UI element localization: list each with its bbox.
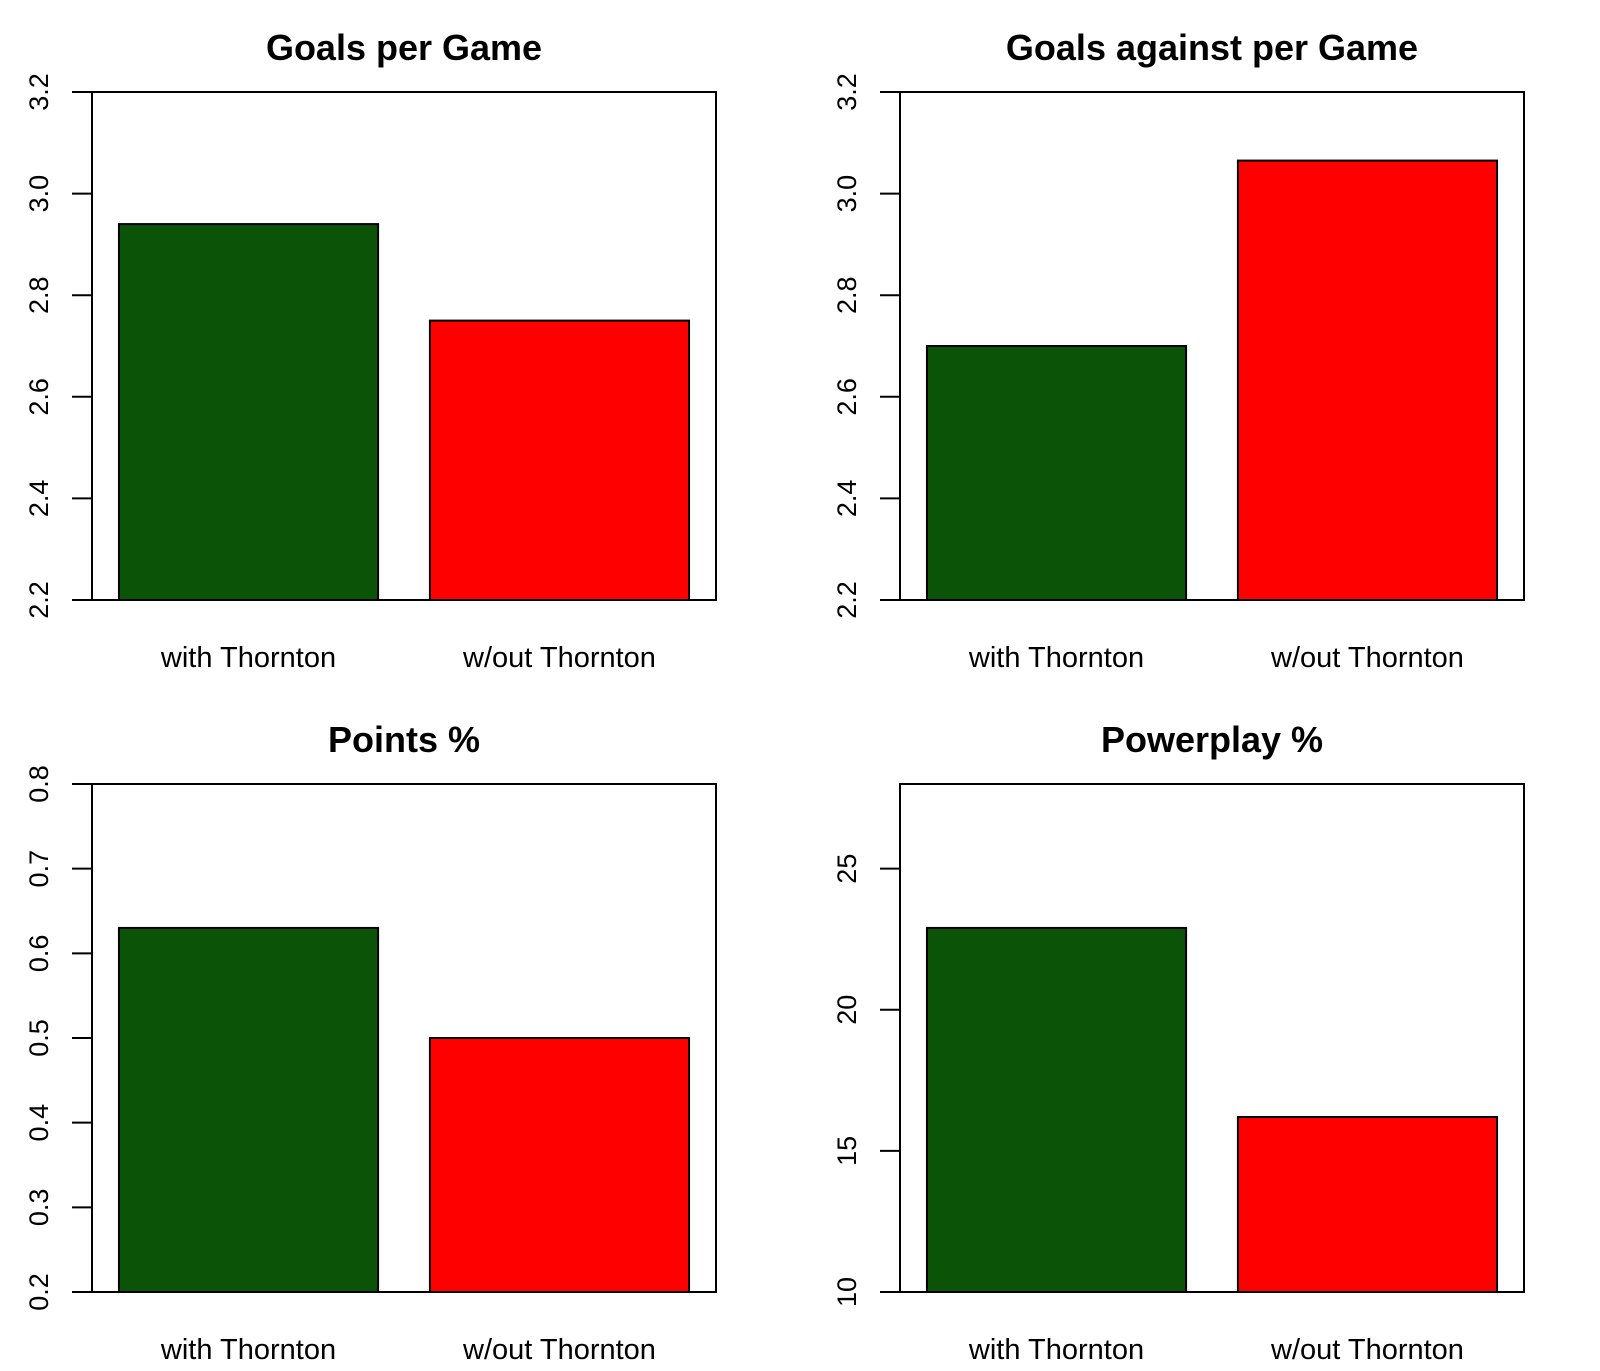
chart-title: Powerplay % [1101, 719, 1323, 760]
x-tick-label: w/out Thornton [1270, 642, 1464, 674]
y-tick-label: 15 [832, 1136, 862, 1166]
x-tick-label: with Thornton [968, 1334, 1144, 1366]
chart-title: Goals against per Game [1006, 27, 1418, 68]
bar [428, 1037, 691, 1293]
y-tick-label: 2.2 [24, 581, 54, 619]
y-tick-label: 3.2 [24, 73, 54, 111]
x-tick-label: w/out Thornton [462, 1334, 656, 1366]
bar [1236, 1116, 1499, 1293]
bar [428, 319, 691, 601]
bar [925, 345, 1188, 601]
y-tick-label: 2.4 [24, 480, 54, 518]
y-tick-label: 0.2 [24, 1273, 54, 1311]
x-tick-label: w/out Thornton [1270, 1334, 1464, 1366]
y-tick-label: 2.4 [832, 480, 862, 518]
bar [925, 926, 1188, 1294]
y-tick-label: 3.2 [832, 73, 862, 111]
y-tick-label: 20 [832, 995, 862, 1025]
y-tick-label: 0.5 [24, 1019, 54, 1057]
bar [117, 223, 380, 602]
x-tick-label: with Thornton [968, 642, 1144, 674]
y-tick-label: 3.0 [832, 175, 862, 213]
y-tick-label: 2.8 [832, 276, 862, 314]
bar [1236, 159, 1499, 602]
bar [117, 926, 380, 1294]
y-tick-label: 0.8 [24, 765, 54, 803]
chart-title: Points % [328, 719, 480, 760]
y-tick-label: 0.7 [24, 850, 54, 888]
y-tick-label: 10 [832, 1277, 862, 1307]
y-tick-label: 0.6 [24, 935, 54, 973]
y-tick-label: 0.4 [24, 1104, 54, 1142]
x-tick-label: w/out Thornton [462, 642, 656, 674]
x-tick-label: with Thornton [160, 1334, 336, 1366]
x-tick-label: with Thornton [160, 642, 336, 674]
y-tick-label: 25 [832, 854, 862, 884]
y-tick-label: 2.6 [832, 378, 862, 416]
chart-title: Goals per Game [266, 27, 542, 68]
y-tick-label: 2.6 [24, 378, 54, 416]
y-tick-label: 2.8 [24, 276, 54, 314]
y-tick-label: 0.3 [24, 1189, 54, 1227]
y-tick-label: 3.0 [24, 175, 54, 213]
y-tick-label: 2.2 [832, 581, 862, 619]
